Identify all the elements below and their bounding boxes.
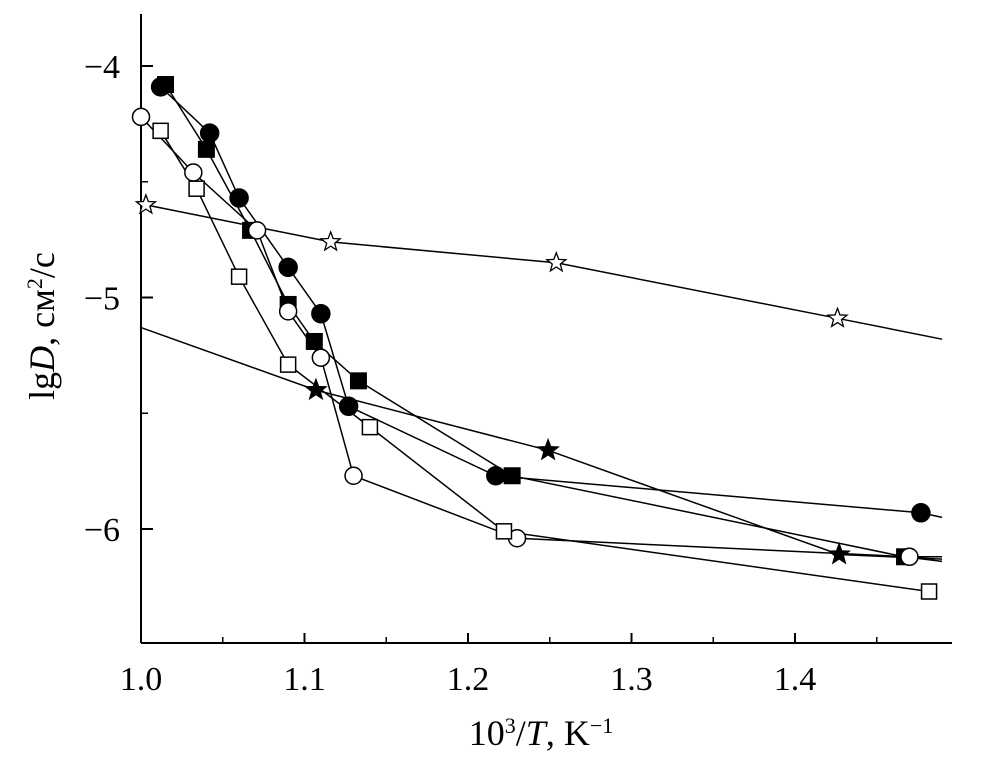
series-lines bbox=[140, 84, 943, 593]
series-line-open-circle bbox=[140, 116, 943, 558]
data-point-open-square bbox=[152, 122, 169, 140]
data-point-filled-circle bbox=[911, 503, 931, 523]
data-point-open-square bbox=[279, 356, 297, 373]
data-point-filled-star bbox=[536, 437, 560, 461]
data-point-open-star bbox=[545, 250, 568, 273]
x-tick-label: 1.2 bbox=[447, 661, 490, 698]
data-point-filled-square bbox=[305, 332, 323, 350]
data-point-filled-circle bbox=[229, 188, 249, 208]
data-point-filled-star bbox=[827, 542, 851, 565]
data-point-filled-circle bbox=[486, 466, 506, 486]
series-line-filled-square bbox=[164, 84, 943, 563]
data-point-open-square bbox=[230, 268, 248, 285]
data-point-open-circle bbox=[247, 221, 267, 240]
data-point-filled-circle bbox=[278, 257, 298, 278]
data-point-open-star bbox=[319, 230, 342, 252]
data-point-filled-square bbox=[503, 467, 521, 485]
data-point-filled-circle bbox=[338, 396, 359, 417]
data-point-filled-star bbox=[304, 377, 328, 401]
tick-labels: 1.0 1.1 1.2 1.3 1.4 −4 −5 −6 bbox=[84, 49, 816, 698]
data-point-open-square bbox=[495, 523, 513, 540]
data-point-open-square bbox=[188, 180, 205, 197]
data-point-open-circle bbox=[131, 107, 151, 127]
data-point-filled-circle bbox=[311, 303, 331, 324]
y-tick-label: −6 bbox=[84, 512, 120, 549]
data-point-open-square bbox=[920, 583, 938, 600]
data-point-open-circle bbox=[184, 163, 203, 182]
data-point-filled-square bbox=[157, 76, 175, 94]
data-point-open-star bbox=[826, 306, 849, 328]
data-point-open-circle bbox=[344, 466, 363, 486]
axes bbox=[140, 14, 952, 644]
series-line-open-square bbox=[159, 130, 930, 593]
y-tick-label: −4 bbox=[84, 49, 120, 86]
x-tick-label: 1.3 bbox=[610, 661, 653, 698]
y-axis-title: lgD, см2/с bbox=[22, 252, 63, 400]
data-point-open-circle bbox=[311, 348, 331, 367]
data-point-open-square bbox=[361, 418, 379, 436]
x-tick-label: 1.0 bbox=[120, 661, 163, 698]
data-point-filled-square bbox=[197, 140, 215, 158]
data-point-filled-square bbox=[349, 372, 367, 390]
data-point-open-circle bbox=[278, 302, 298, 321]
data-point-open-circle bbox=[900, 547, 919, 567]
x-tick-label: 1.4 bbox=[774, 661, 817, 698]
y-tick-label: −5 bbox=[84, 281, 120, 318]
x-tick-label: 1.1 bbox=[283, 661, 326, 698]
data-point-open-star bbox=[134, 193, 158, 215]
series-line-filled-star bbox=[140, 326, 943, 560]
x-axis-title: 103/T, K−1 bbox=[469, 713, 613, 754]
data-markers bbox=[131, 76, 938, 600]
data-point-filled-circle bbox=[199, 123, 220, 143]
